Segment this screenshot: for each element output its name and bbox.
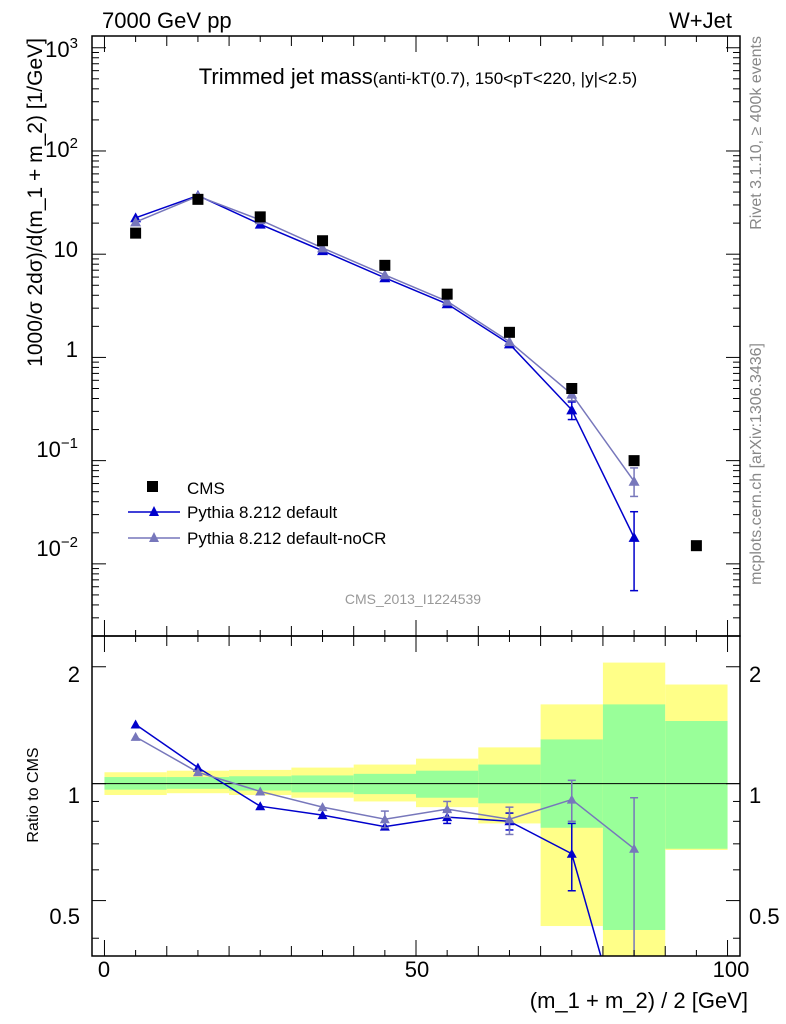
x-tick-label-0: 0 — [98, 957, 110, 982]
upper-line-series-2 — [135, 195, 635, 482]
ratio-point-series-0-1 — [192, 762, 203, 772]
ratio-point-series-1-2 — [255, 786, 266, 796]
upper-point-cms-6 — [503, 326, 515, 338]
upper-point-series-1-7 — [566, 404, 578, 415]
x-tick-label-50: 50 — [405, 957, 429, 982]
upper-point-cms-2 — [254, 211, 266, 223]
legend-marker-default — [149, 506, 159, 516]
legend-label-default: Pythia 8.212 default — [187, 503, 338, 522]
ratio-tick-label-0.5-right: 0.5 — [749, 904, 780, 929]
upper-point-cms-4 — [379, 259, 391, 271]
ratio-tick-label-1-left: 1 — [68, 783, 80, 808]
upper-point-cms-9 — [690, 540, 702, 552]
upper-y-axis-title: 1000/σ 2dσ)/d(m_1 + m_2) [1/GeV] — [24, 38, 47, 367]
ratio-band-inner-5 — [416, 770, 479, 798]
plot-title: Trimmed jet mass(anti-kT(0.7), 150<pT<22… — [199, 64, 637, 89]
upper-plot — [130, 190, 702, 592]
y-tick-label-10: 10 — [54, 237, 78, 262]
legend-label-nocr: Pythia 8.212 default-noCR — [187, 529, 386, 548]
ratio-point-series-0-0 — [130, 719, 141, 729]
ratio-point-series-1-5 — [442, 804, 453, 814]
y-tick-label-1000-exp: 3 — [70, 35, 78, 52]
analysis-watermark: CMS_2013_I1224539 — [345, 591, 481, 607]
ratio-point-series-1-0 — [130, 731, 141, 741]
ratio-point-series-1-3 — [317, 802, 328, 812]
y-tick-label-0.01: 10−2 — [36, 534, 78, 561]
ratio-point-series-1-1 — [192, 767, 203, 777]
y-tick-label-1000: 103 — [45, 35, 78, 62]
upper-point-series-2-0 — [130, 216, 142, 227]
plot-frames — [91, 35, 741, 957]
upper-point-cms-8 — [628, 455, 640, 467]
upper-y-tick-labels: 103 102 10 1 10−1 10−2 — [36, 35, 78, 561]
upper-point-cms-7 — [566, 382, 578, 394]
y-tick-label-0.1-exp: −1 — [61, 435, 78, 452]
ratio-content — [92, 662, 740, 956]
upper-point-cms-1 — [192, 193, 204, 205]
ratio-tick-label-0.5-left: 0.5 — [49, 904, 80, 929]
process-label: W+Jet — [669, 8, 732, 33]
plot-title-main: Trimmed jet mass — [199, 64, 373, 89]
plot-title-sub: (anti-kT(0.7), 150<pT<220, |y|<2.5) — [373, 69, 637, 88]
x-tick-labels: 0 50 100 — [98, 957, 749, 982]
upper-point-series-2-3 — [317, 242, 329, 253]
x-tick-label-100: 100 — [713, 957, 750, 982]
upper-point-series-2-4 — [379, 269, 391, 280]
upper-point-cms-5 — [441, 288, 453, 300]
ratio-band-inner-9 — [665, 720, 728, 849]
collision-label: 7000 GeV pp — [102, 8, 232, 33]
y-tick-label-0.01-exp: −2 — [61, 534, 78, 551]
legend: CMS Pythia 8.212 default Pythia 8.212 de… — [128, 479, 386, 548]
legend-label-cms: CMS — [187, 479, 225, 498]
upper-point-series-2-6 — [503, 336, 515, 347]
y-tick-label-100-exp: 2 — [70, 135, 78, 152]
y-tick-label-0.1: 10−1 — [36, 435, 78, 462]
lower-y-tick-labels: 2 1 0.5 2 1 0.5 — [49, 662, 779, 929]
ratio-point-series-0-3 — [317, 810, 328, 820]
ratio-point-series-1-4 — [379, 814, 390, 824]
y-tick-label-100: 102 — [45, 135, 78, 162]
ratio-point-series-1-8 — [629, 843, 640, 853]
ratio-point-series-1-7 — [566, 794, 577, 804]
ratio-tick-label-2-left: 2 — [68, 662, 80, 687]
legend-marker-cms — [147, 481, 158, 492]
ratio-band-inner-1 — [166, 777, 230, 789]
upper-point-cms-0 — [130, 227, 142, 239]
legend-marker-nocr — [149, 532, 159, 542]
ratio-point-series-1-6 — [504, 814, 515, 824]
ratio-tick-label-1-right: 1 — [749, 783, 761, 808]
ratio-point-series-0-2 — [255, 801, 266, 811]
ratio-plot — [92, 662, 740, 956]
rivet-version-label: Rivet 3.1.10, ≥ 400k events — [748, 36, 765, 230]
upper-point-cms-3 — [317, 235, 329, 247]
lower-y-axis-title: Ratio to CMS — [25, 747, 42, 842]
upper-point-series-1-8 — [628, 532, 640, 542]
upper-point-series-2-5 — [441, 295, 453, 306]
x-axis-title: (m_1 + m_2) / 2 [GeV] — [530, 988, 748, 1013]
ratio-point-series-0-7 — [566, 848, 577, 858]
y-tick-label-1: 1 — [66, 337, 78, 362]
mcplots-label: mcplots.cern.ch [arXiv:1306.3436] — [748, 343, 765, 585]
upper-point-series-2-8 — [628, 475, 640, 486]
ratio-tick-label-2-right: 2 — [749, 662, 761, 687]
